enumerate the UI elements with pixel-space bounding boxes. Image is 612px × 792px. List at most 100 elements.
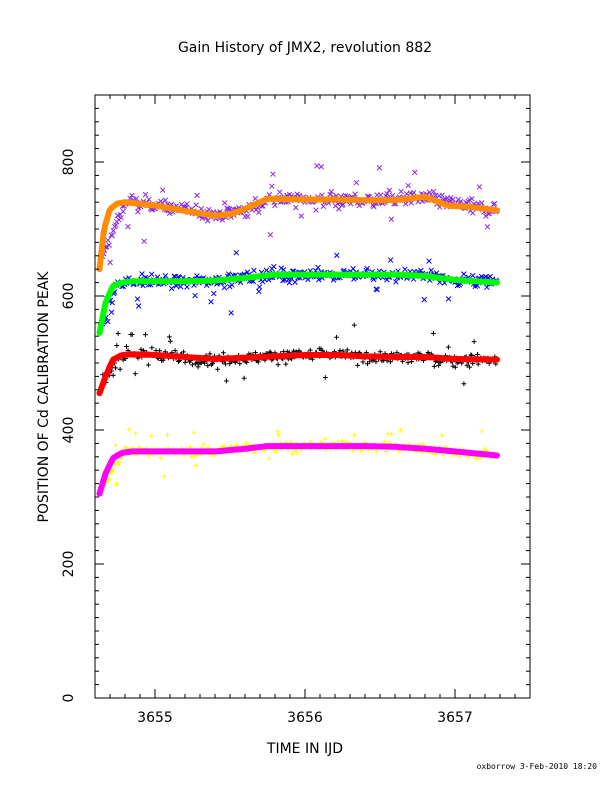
data-point (195, 364, 201, 370)
data-point (337, 348, 343, 353)
data-point (389, 431, 395, 437)
data-point (353, 179, 360, 186)
data-point (192, 292, 198, 299)
data-point (274, 428, 280, 434)
data-point (275, 362, 281, 368)
data-point (113, 365, 118, 371)
data-point (141, 238, 147, 245)
x-tick-label: 3657 (437, 710, 473, 726)
data-point (334, 334, 339, 340)
data-point (377, 349, 383, 355)
data-point (211, 290, 217, 297)
data-point (293, 204, 299, 211)
data-point (181, 349, 186, 355)
data-point (478, 200, 485, 206)
data-point (377, 192, 384, 198)
data-point (344, 347, 350, 353)
data-point (225, 271, 232, 277)
fit-curve (96, 194, 500, 273)
data-point (132, 371, 138, 377)
data-point (450, 363, 456, 369)
data-point (290, 451, 296, 457)
data-point (222, 200, 228, 206)
data-point (129, 192, 135, 199)
data-point (387, 257, 394, 263)
data-point (439, 192, 445, 199)
x-tick-label: 3655 (137, 710, 173, 726)
data-point (110, 227, 117, 234)
data-point (120, 208, 126, 215)
data-point (251, 267, 257, 274)
series-1-fit (96, 194, 500, 273)
data-point (109, 299, 116, 306)
data-point (109, 232, 115, 239)
data-point (475, 361, 481, 367)
data-point (113, 222, 119, 228)
data-point (176, 359, 181, 364)
data-point (350, 448, 356, 454)
chart-title: Gain History of JMX2, revolution 882 (178, 40, 432, 56)
data-point (190, 362, 195, 368)
data-point (126, 426, 132, 432)
data-point (224, 378, 229, 384)
data-point (294, 450, 300, 455)
data-point (145, 362, 151, 368)
data-point (383, 449, 389, 455)
data-point (475, 351, 480, 357)
data-point (107, 259, 113, 266)
y-tick-label: 400 (61, 417, 77, 444)
data-point (421, 296, 428, 303)
data-point (373, 359, 379, 365)
data-point (270, 171, 276, 177)
data-point (457, 198, 464, 205)
data-point (267, 232, 274, 238)
data-point (418, 267, 424, 274)
data-point (194, 192, 200, 199)
data-point (450, 196, 456, 202)
data-point (386, 187, 393, 194)
data-point (452, 364, 458, 370)
data-point (271, 263, 277, 270)
footer-credit: oxborrow 3-Feb-2010 18:20 (477, 762, 598, 771)
data-point (436, 362, 442, 368)
series-6-measured (100, 426, 500, 489)
data-point (255, 359, 261, 365)
data-point (182, 360, 188, 365)
data-point (405, 360, 411, 366)
data-point (146, 196, 152, 203)
fit-curve (96, 271, 500, 336)
data-point (106, 242, 112, 248)
data-point (256, 284, 263, 290)
data-point (352, 191, 358, 197)
data-point (320, 203, 327, 210)
data-point (298, 213, 305, 219)
data-point (220, 350, 226, 356)
data-point (108, 309, 115, 316)
data-point (426, 258, 432, 264)
data-point (376, 165, 383, 171)
data-point (439, 433, 445, 438)
data-point (215, 366, 221, 372)
data-point (167, 334, 172, 340)
data-point (398, 188, 404, 195)
data-point (166, 210, 173, 217)
data-point (370, 276, 377, 283)
data-point (162, 272, 169, 279)
data-point (467, 364, 472, 370)
data-point (286, 279, 293, 286)
data-point (135, 303, 142, 309)
data-point (374, 286, 380, 293)
data-point (382, 439, 388, 445)
data-point (473, 456, 479, 462)
data-point (160, 357, 166, 363)
data-point (469, 196, 475, 202)
data-point (251, 450, 257, 455)
data-point (109, 469, 115, 475)
fit-curve (96, 351, 500, 397)
data-point (351, 432, 357, 438)
data-point (125, 223, 131, 230)
data-point (133, 430, 139, 436)
y-tick-label: 200 (61, 551, 77, 578)
axes: 3655 3656 3657 0 200 400 600 800 (61, 94, 531, 726)
